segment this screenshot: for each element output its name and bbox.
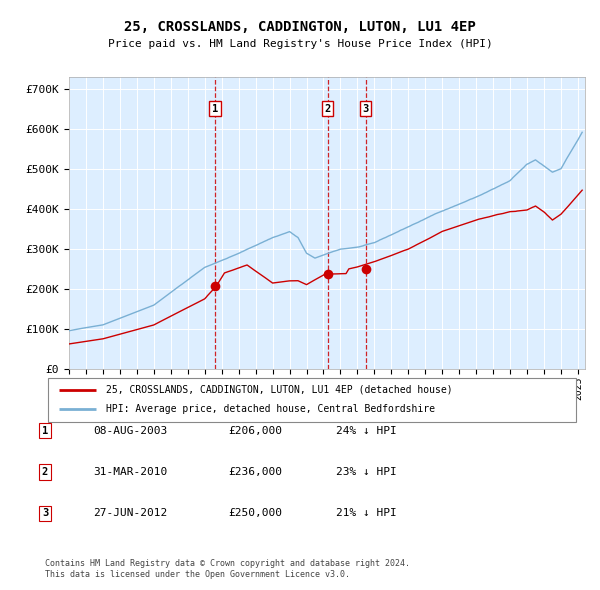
Text: 2: 2	[42, 467, 48, 477]
Text: 3: 3	[362, 104, 369, 114]
Text: 23% ↓ HPI: 23% ↓ HPI	[336, 467, 397, 477]
Text: 25, CROSSLANDS, CADDINGTON, LUTON, LU1 4EP: 25, CROSSLANDS, CADDINGTON, LUTON, LU1 4…	[124, 19, 476, 34]
Text: 08-AUG-2003: 08-AUG-2003	[93, 426, 167, 435]
Text: 1: 1	[212, 104, 218, 114]
Text: 31-MAR-2010: 31-MAR-2010	[93, 467, 167, 477]
Text: 27-JUN-2012: 27-JUN-2012	[93, 509, 167, 518]
FancyBboxPatch shape	[48, 378, 576, 422]
Text: 3: 3	[42, 509, 48, 518]
Text: 1: 1	[42, 426, 48, 435]
Text: £206,000: £206,000	[228, 426, 282, 435]
Text: £250,000: £250,000	[228, 509, 282, 518]
Text: 24% ↓ HPI: 24% ↓ HPI	[336, 426, 397, 435]
Text: Price paid vs. HM Land Registry's House Price Index (HPI): Price paid vs. HM Land Registry's House …	[107, 40, 493, 49]
Text: Contains HM Land Registry data © Crown copyright and database right 2024.
This d: Contains HM Land Registry data © Crown c…	[45, 559, 410, 579]
Text: HPI: Average price, detached house, Central Bedfordshire: HPI: Average price, detached house, Cent…	[106, 405, 435, 414]
Text: 21% ↓ HPI: 21% ↓ HPI	[336, 509, 397, 518]
Text: 2: 2	[325, 104, 331, 114]
Text: 25, CROSSLANDS, CADDINGTON, LUTON, LU1 4EP (detached house): 25, CROSSLANDS, CADDINGTON, LUTON, LU1 4…	[106, 385, 453, 395]
Text: £236,000: £236,000	[228, 467, 282, 477]
